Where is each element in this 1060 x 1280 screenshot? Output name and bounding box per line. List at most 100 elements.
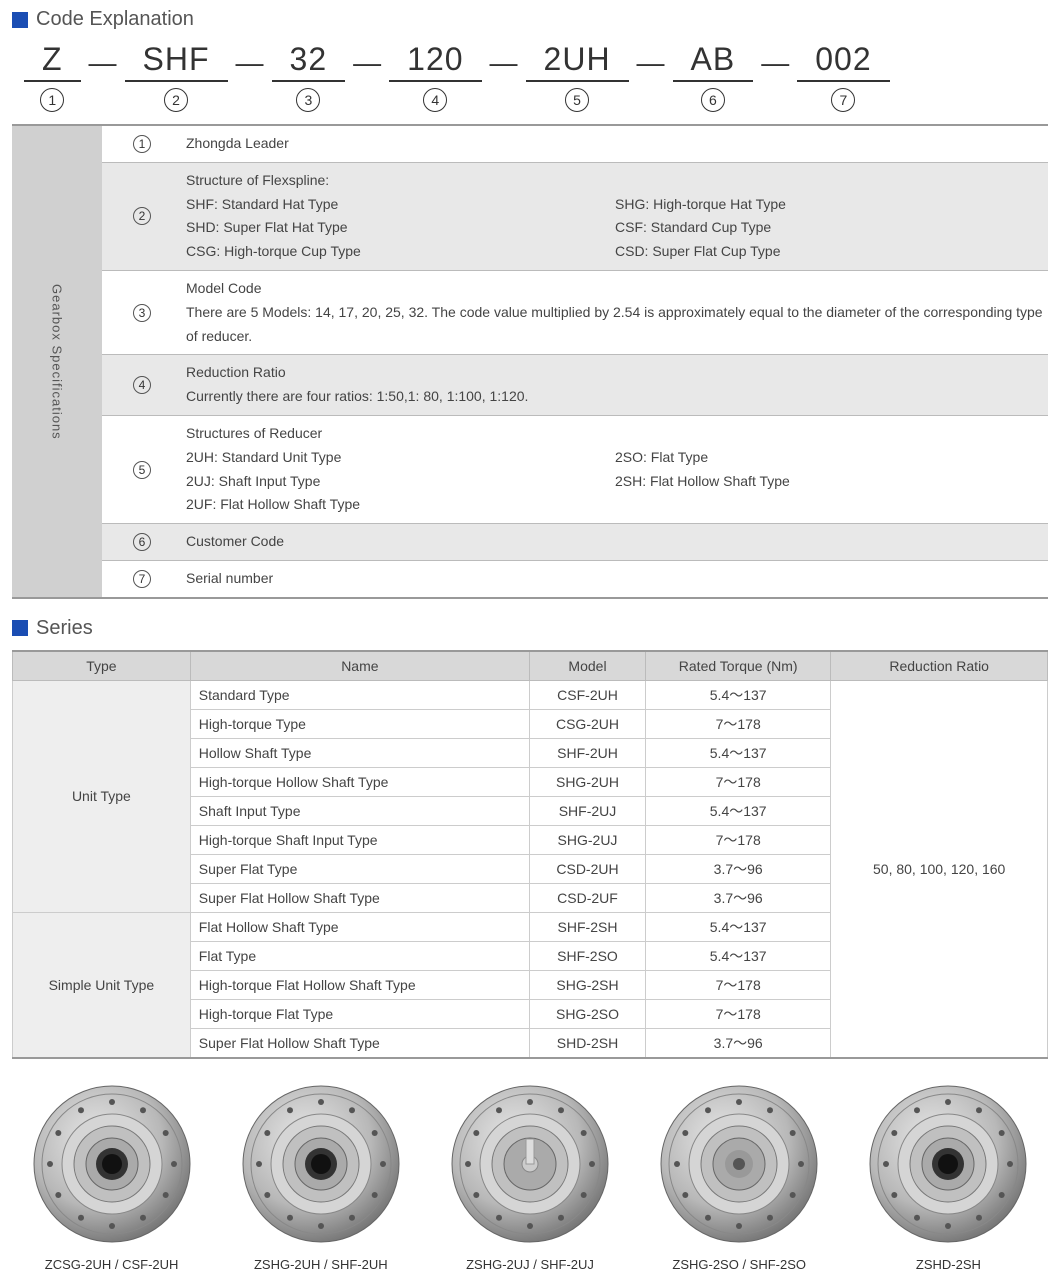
spec-index: 4 (102, 355, 182, 415)
spec-content: Reduction RatioCurrently there are four … (182, 355, 1048, 415)
spec-content: Zhongda Leader (182, 126, 1048, 162)
spec-text: Currently there are four ratios: 1:50,1:… (186, 385, 1044, 409)
series-header-cell: Rated Torque (Nm) (646, 651, 831, 681)
series-torque-cell: 5.4～137 (646, 680, 831, 709)
products-row: ZCSG-2UH / CSF-2UH ZSHG-2UH / SHF-2UH (12, 1079, 1048, 1272)
code-value: 002 (797, 41, 889, 82)
code-explanation-header: Code Explanation (12, 8, 1048, 31)
code-value: SHF (125, 41, 228, 82)
series-name-cell: Flat Type (190, 941, 529, 970)
code-separator: — (89, 41, 117, 79)
code-separator: — (761, 41, 789, 79)
spec-title: Structures of Reducer (186, 422, 1044, 446)
product-item: ZSHG-2UJ / SHF-2UJ (430, 1079, 629, 1272)
series-torque-cell: 7～178 (646, 709, 831, 738)
code-index-circle: 5 (565, 88, 589, 112)
series-row: Unit TypeStandard TypeCSF-2UH5.4～13750, … (13, 680, 1048, 709)
spec-text: 2UF: Flat Hollow Shaft Type (186, 493, 615, 517)
code-segments-row: Z 1— SHF 2— 32 3— 120 4— 2UH 5— AB 6— 00… (24, 41, 1048, 112)
series-torque-cell: 5.4～137 (646, 941, 831, 970)
spec-text: There are 5 Models: 14, 17, 20, 25, 32. … (186, 301, 1044, 349)
series-torque-cell: 3.7～96 (646, 854, 831, 883)
spec-text: SHD: Super Flat Hat Type (186, 216, 615, 240)
series-name-cell: Shaft Input Type (190, 796, 529, 825)
spec-index: 5 (102, 416, 182, 523)
spec-index: 6 (102, 524, 182, 560)
product-label: ZSHG-2UJ / SHF-2UJ (466, 1257, 594, 1272)
series-torque-cell: 7～178 (646, 999, 831, 1028)
spec-text: CSF: Standard Cup Type (615, 216, 1044, 240)
code-index-circle: 3 (296, 88, 320, 112)
series-name-cell: High-torque Type (190, 709, 529, 738)
code-segment: AB 6 (673, 41, 754, 112)
spec-content: Customer Code (182, 524, 1048, 560)
gearbox-illustration (27, 1079, 197, 1249)
code-segment: 2UH 5 (526, 41, 629, 112)
code-value: 120 (389, 41, 481, 82)
product-label: ZCSG-2UH / CSF-2UH (45, 1257, 179, 1272)
series-model-cell: SHD-2SH (529, 1028, 645, 1058)
series-name-cell: Super Flat Hollow Shaft Type (190, 883, 529, 912)
series-model-cell: SHG-2UH (529, 767, 645, 796)
spec-table: Gearbox Specifications 1 Zhongda Leader … (12, 124, 1048, 599)
gearbox-illustration (236, 1079, 406, 1249)
code-segment: 120 4 (389, 41, 481, 112)
code-segment: SHF 2 (125, 41, 228, 112)
series-model-cell: SHF-2SO (529, 941, 645, 970)
series-header-cell: Name (190, 651, 529, 681)
code-separator: — (236, 41, 264, 79)
code-separator: — (490, 41, 518, 79)
code-separator: — (637, 41, 665, 79)
spec-text: 2UJ: Shaft Input Type (186, 470, 615, 494)
series-header-cell: Reduction Ratio (831, 651, 1048, 681)
spec-content: Structures of Reducer2UH: Standard Unit … (182, 416, 1048, 523)
series-model-cell: SHF-2UH (529, 738, 645, 767)
code-segment: 002 7 (797, 41, 889, 112)
spec-side-label-cell: Gearbox Specifications (12, 126, 102, 597)
series-torque-cell: 7～178 (646, 767, 831, 796)
spec-text: 2UH: Standard Unit Type (186, 446, 615, 470)
spec-row: 4 Reduction RatioCurrently there are fou… (102, 355, 1048, 416)
spec-row: 6 Customer Code (102, 524, 1048, 561)
series-ratio-cell: 50, 80, 100, 120, 160 (831, 680, 1048, 1058)
spec-row: 3 Model CodeThere are 5 Models: 14, 17, … (102, 271, 1048, 355)
code-index-circle: 4 (423, 88, 447, 112)
spec-title: Model Code (186, 277, 1044, 301)
series-model-cell: SHF-2SH (529, 912, 645, 941)
spec-title: Structure of Flexspline: (186, 169, 1044, 193)
spec-row: 1 Zhongda Leader (102, 126, 1048, 163)
product-item: ZSHG-2UH / SHF-2UH (221, 1079, 420, 1272)
spec-index: 3 (102, 271, 182, 354)
code-index-circle: 2 (164, 88, 188, 112)
series-model-cell: CSD-2UH (529, 854, 645, 883)
series-name-cell: Standard Type (190, 680, 529, 709)
series-name-cell: High-torque Flat Type (190, 999, 529, 1028)
series-name-cell: Super Flat Hollow Shaft Type (190, 1028, 529, 1058)
series-table: TypeNameModelRated Torque (Nm)Reduction … (12, 650, 1048, 1059)
spec-index: 1 (102, 126, 182, 162)
spec-side-label: Gearbox Specifications (50, 284, 65, 440)
series-model-cell: SHG-2UJ (529, 825, 645, 854)
series-header-cell: Type (13, 651, 191, 681)
series-model-cell: SHG-2SO (529, 999, 645, 1028)
series-title: Series (36, 617, 93, 640)
series-name-cell: High-torque Shaft Input Type (190, 825, 529, 854)
spec-text: 2SO: Flat Type (615, 446, 1044, 470)
product-label: ZSHD-2SH (916, 1257, 981, 1272)
series-torque-cell: 7～178 (646, 970, 831, 999)
series-torque-cell: 7～178 (646, 825, 831, 854)
series-model-cell: SHF-2UJ (529, 796, 645, 825)
accent-square-icon (12, 12, 28, 28)
product-item: ZSHG-2SO / SHF-2SO (640, 1079, 839, 1272)
spec-content: Serial number (182, 561, 1048, 597)
series-name-cell: Hollow Shaft Type (190, 738, 529, 767)
gearbox-illustration (863, 1079, 1033, 1249)
spec-content: Structure of Flexspline:SHF: Standard Ha… (182, 163, 1048, 270)
gearbox-illustration (654, 1079, 824, 1249)
spec-text: Zhongda Leader (186, 132, 1044, 156)
spec-index: 2 (102, 163, 182, 270)
series-model-cell: SHG-2SH (529, 970, 645, 999)
series-type-cell: Unit Type (13, 680, 191, 912)
spec-index: 7 (102, 561, 182, 597)
series-name-cell: Super Flat Type (190, 854, 529, 883)
